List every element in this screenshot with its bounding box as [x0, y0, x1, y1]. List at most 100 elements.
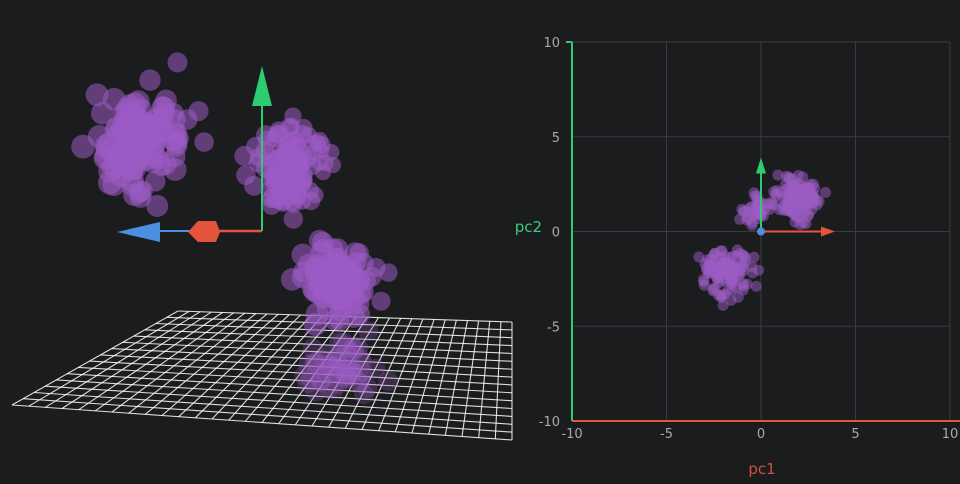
- floor-grid-line: [161, 313, 279, 416]
- point-2d: [777, 204, 789, 216]
- gizmo-z-axis: [757, 227, 765, 236]
- x-tick-label: 10: [942, 427, 959, 442]
- point-2d: [820, 186, 831, 198]
- point-3d-shadow: [335, 365, 356, 386]
- point-2d: [748, 251, 760, 263]
- point-3d-shadow: [336, 338, 357, 359]
- point-2d: [740, 255, 752, 267]
- floor-grid-line: [378, 318, 424, 431]
- point-3d-shadow: [326, 348, 346, 369]
- floor-grid-line: [178, 314, 290, 418]
- gizmo-x-arrowhead-3d: [188, 221, 220, 242]
- point-2d: [747, 267, 758, 279]
- point-3d: [146, 194, 169, 217]
- floor-grid-line: [411, 319, 446, 434]
- point-3d: [280, 268, 304, 291]
- floor-grid-line: [211, 315, 312, 420]
- point-3d-shadow: [310, 371, 331, 392]
- floor-grid-line: [394, 319, 435, 432]
- point-3d-shadow: [341, 360, 362, 381]
- point-3d-shadow: [300, 368, 321, 389]
- floor-grid-line: [11, 310, 179, 406]
- axes-gizmo-2d: [756, 157, 835, 237]
- point-3d: [301, 191, 321, 211]
- point-3d-shadow: [306, 352, 327, 373]
- point-3d-shadow: [349, 348, 370, 369]
- point-3d-shadow: [316, 362, 337, 383]
- point-3d: [280, 142, 300, 162]
- scatter-3d-view[interactable]: [0, 0, 515, 484]
- point-3d-shadow: [336, 350, 357, 371]
- point-3d-shadow: [348, 336, 369, 357]
- point-3d-shadow: [326, 350, 347, 371]
- point-2d: [698, 279, 710, 291]
- point-3d-shadow: [334, 359, 355, 379]
- y-tick-label: -10: [539, 415, 560, 430]
- point-2d: [736, 203, 748, 215]
- point-2d: [801, 181, 813, 193]
- plot-frame-2d: [566, 41, 960, 422]
- point-2d: [789, 181, 801, 193]
- floor-grid-line: [494, 321, 502, 439]
- point-3d: [85, 83, 109, 107]
- point-2d: [741, 278, 753, 290]
- point-3d-shadow: [338, 359, 359, 379]
- gizmo-z-arrowhead-3d: [117, 222, 160, 242]
- point-3d-shadow: [305, 354, 325, 375]
- point-3d-shadow: [336, 336, 357, 357]
- point-3d-shadow: [321, 356, 342, 377]
- point-3d: [153, 152, 177, 176]
- point-3d: [342, 284, 366, 308]
- point-3d-shadow: [342, 338, 363, 359]
- point-3d: [165, 134, 188, 157]
- point-3d: [139, 69, 161, 91]
- point-3d: [294, 118, 313, 138]
- point-3d-shadow: [337, 363, 358, 384]
- point-2d: [693, 251, 705, 263]
- point-2d: [772, 169, 784, 181]
- y-tick-label: -5: [547, 320, 560, 335]
- point-3d-shadow: [298, 354, 319, 375]
- point-3d: [301, 276, 326, 301]
- point-3d: [265, 165, 286, 186]
- point-3d-shadow: [357, 377, 378, 398]
- floor-grid-line: [478, 321, 491, 438]
- point-3d-shadow: [333, 332, 354, 353]
- y-tick-label: 10: [543, 36, 560, 51]
- floor-grid-line: [344, 318, 402, 429]
- point-3d-shadow: [323, 356, 344, 377]
- points-2d: [693, 169, 831, 311]
- point-3d-shadow: [340, 366, 361, 387]
- point-2d: [714, 269, 726, 281]
- point-3d: [256, 125, 276, 145]
- point-3d-shadow: [335, 369, 356, 390]
- gizmo-x-arrowhead: [821, 226, 835, 237]
- point-3d-shadow: [323, 362, 343, 383]
- point-3d-shadow: [317, 354, 338, 375]
- floor-grid-line: [45, 311, 201, 408]
- point-3d-shadow: [329, 362, 350, 383]
- point-3d-shadow: [329, 332, 350, 353]
- floor-grid-line: [428, 320, 457, 435]
- floor-grid-line: [328, 317, 390, 428]
- point-3d-shadow: [294, 365, 315, 386]
- floor-grid-line: [461, 320, 480, 437]
- floor-grid-line: [144, 313, 268, 415]
- point-2d: [792, 169, 804, 181]
- point-3d-shadow: [342, 363, 363, 384]
- y-axis-label: pc2: [515, 218, 542, 236]
- point-3d-shadow: [330, 344, 351, 365]
- floor-grid-line: [111, 312, 246, 413]
- point-3d-shadow: [333, 367, 354, 388]
- point-2d: [753, 200, 765, 212]
- point-2d: [707, 250, 719, 262]
- floor-grid-line: [78, 312, 223, 411]
- x-axis-label: pc1: [748, 460, 775, 478]
- point-3d-shadow: [302, 338, 323, 359]
- point-3d: [263, 187, 283, 208]
- y-tick-labels: 10 5 0 -5 -10: [539, 36, 560, 430]
- gizmo-y-arrowhead-3d: [252, 66, 272, 106]
- point-3d: [167, 52, 188, 73]
- point-3d: [305, 302, 329, 326]
- scatter-2d-view[interactable]: -10 -5 0 5 10 10 5 0 -5 -10 pc1 pc2: [500, 0, 960, 484]
